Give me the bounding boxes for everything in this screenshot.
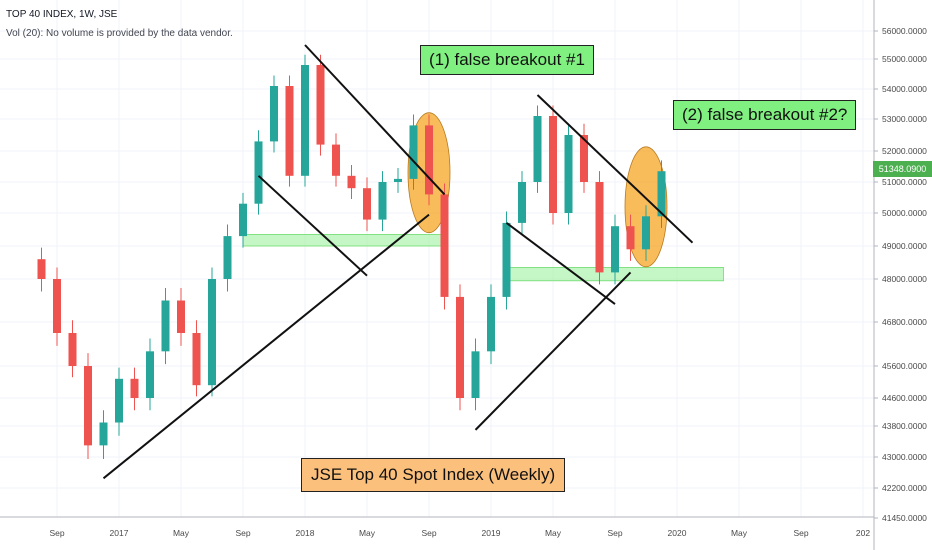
candle-body[interactable] (487, 296, 495, 352)
price-tick-label: 46800.0000 (882, 317, 927, 327)
candle-body[interactable] (409, 125, 418, 179)
candle-body[interactable] (611, 226, 619, 273)
candle-body[interactable] (347, 175, 356, 189)
time-tick-label: May (545, 528, 562, 538)
candle-body[interactable] (223, 236, 232, 279)
time-tick-label: May (359, 528, 376, 538)
trendline[interactable] (304, 44, 446, 196)
time-tick-label: 2018 (296, 528, 315, 538)
candle-body[interactable] (239, 203, 247, 237)
price-tick-label: 56000.0000 (882, 26, 927, 36)
price-tick-label: 49000.0000 (882, 241, 927, 251)
candle-body[interactable] (502, 222, 511, 297)
candle-body[interactable] (657, 171, 666, 217)
plot-area (0, 0, 874, 517)
candle-body[interactable] (161, 300, 170, 352)
false-breakout-2-callout: (2) false breakout #2? (673, 100, 857, 130)
candle-body[interactable] (37, 259, 46, 279)
candle-body[interactable] (270, 86, 278, 142)
price-axis[interactable]: 56000.0000 55000.0000 54000.0000 53000.0000… (874, 26, 927, 523)
trendline[interactable] (102, 213, 430, 480)
time-tick-label: 2020 (668, 528, 687, 538)
candle-body[interactable] (177, 300, 185, 334)
trendline[interactable] (257, 175, 368, 277)
candle-body[interactable] (285, 86, 294, 176)
time-tick-label: May (731, 528, 748, 538)
candle-body[interactable] (99, 422, 108, 446)
price-tick-label: 52000.0000 (882, 146, 927, 156)
last-price-badge: 51348.0900 (873, 161, 932, 177)
support-zone (242, 234, 445, 247)
candle-body[interactable] (254, 141, 263, 204)
candle-body[interactable] (363, 188, 371, 220)
false-breakout-1-callout: (1) false breakout #1 (420, 45, 594, 75)
candle-body[interactable] (53, 279, 61, 333)
candle-body[interactable] (595, 182, 604, 273)
time-axis[interactable]: Sep 2017 May Sep 2018 May Sep 2019 May Sep 2020 May… (49, 528, 870, 538)
time-tick-label: Sep (235, 528, 250, 538)
candle-body[interactable] (471, 351, 480, 398)
candle-body[interactable] (518, 182, 526, 223)
candle-body[interactable] (146, 351, 154, 398)
candle-body[interactable] (564, 135, 573, 213)
trendline[interactable] (505, 222, 616, 305)
candle-body[interactable] (115, 378, 123, 423)
candle-body[interactable] (394, 178, 402, 182)
price-tick-label: 55000.0000 (882, 54, 927, 64)
candle-body[interactable] (192, 333, 201, 386)
candle-body[interactable] (549, 116, 557, 213)
candle-body[interactable] (332, 144, 340, 176)
candle-body[interactable] (84, 366, 92, 446)
price-tick-label: 43000.0000 (882, 452, 927, 462)
candle-body[interactable] (580, 135, 588, 182)
symbol-title: TOP 40 INDEX, 1W, JSE (6, 9, 118, 20)
time-tick-label: Sep (49, 528, 64, 538)
time-tick-label: Sep (421, 528, 436, 538)
price-tick-label: 48000.0000 (882, 274, 927, 284)
candle-body[interactable] (378, 182, 387, 220)
time-tick-label: May (173, 528, 190, 538)
chart-main-title: JSE Top 40 Spot Index (Weekly) (301, 458, 566, 492)
trendline[interactable] (474, 271, 632, 431)
price-tick-label: 42200.0000 (882, 483, 927, 493)
time-tick-label: 2019 (482, 528, 501, 538)
price-tick-label: 54000.0000 (882, 84, 927, 94)
time-tick-label: Sep (607, 528, 622, 538)
candle-body[interactable] (68, 333, 77, 366)
candle-body[interactable] (316, 65, 325, 145)
time-tick-label: 202 (856, 528, 870, 538)
candle-body[interactable] (456, 296, 464, 398)
candle-body[interactable] (440, 194, 449, 297)
trendlines[interactable] (102, 44, 694, 480)
candle-body[interactable] (301, 65, 309, 176)
candle-body[interactable] (208, 279, 216, 386)
volume-note: Vol (20): No volume is provided by the d… (6, 28, 233, 39)
price-tick-label: 45600.0000 (882, 361, 927, 371)
price-tick-label: 44600.0000 (882, 393, 927, 403)
candle-body[interactable] (642, 216, 650, 250)
candle-body[interactable] (533, 116, 542, 182)
price-tick-label: 51000.0000 (882, 177, 927, 187)
price-tick-label: 53000.0000 (882, 114, 927, 124)
price-tick-label: 43800.0000 (882, 421, 927, 431)
price-tick-label: 41450.0000 (882, 513, 927, 523)
candle-body[interactable] (626, 226, 635, 250)
price-tick-label: 50000.0000 (882, 208, 927, 218)
candle-body[interactable] (425, 125, 433, 195)
candle-body[interactable] (130, 378, 139, 398)
time-tick-label: 2017 (110, 528, 129, 538)
time-tick-label: Sep (793, 528, 808, 538)
trendline[interactable] (536, 94, 694, 244)
candles[interactable] (37, 54, 666, 459)
